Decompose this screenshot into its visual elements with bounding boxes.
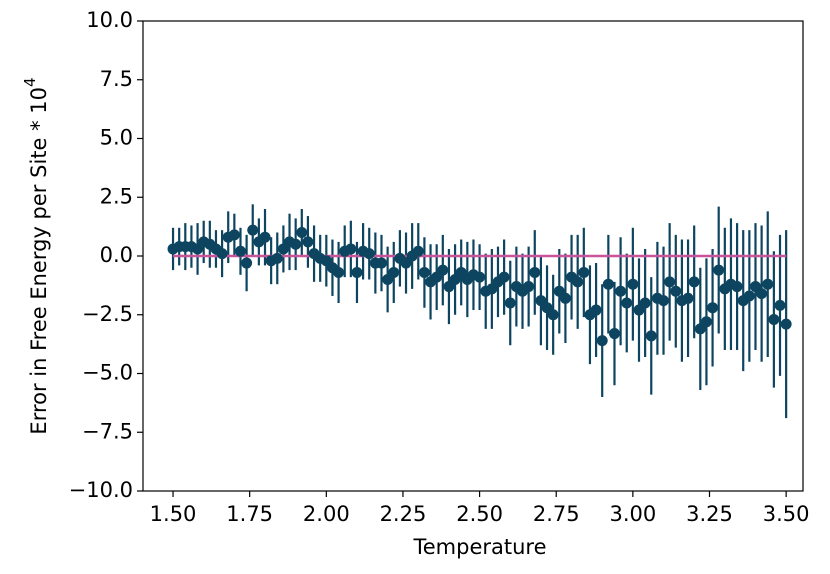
data-point <box>780 318 792 330</box>
data-point <box>296 227 308 238</box>
data-point <box>596 335 608 347</box>
data-point <box>602 278 614 290</box>
y-axis-label-main: Error in Free Energy per Site * 10 <box>27 87 51 435</box>
x-tick-label: 1.50 <box>150 502 197 526</box>
data-point <box>572 276 584 288</box>
data-point <box>259 231 271 243</box>
data-point <box>700 316 712 328</box>
x-tick-label: 2.75 <box>533 502 580 526</box>
y-tick-label: 10.0 <box>86 8 133 32</box>
data-point <box>615 285 627 297</box>
data-point <box>670 285 682 297</box>
data-point <box>474 271 486 283</box>
x-tick-label: 2.25 <box>380 502 427 526</box>
y-tick-label: −5.0 <box>82 361 133 385</box>
data-point <box>351 266 363 278</box>
data-point <box>547 309 559 321</box>
y-tick-label: 2.5 <box>100 184 133 208</box>
data-point <box>768 313 780 325</box>
data-point <box>578 266 590 278</box>
data-point <box>756 288 768 300</box>
data-point <box>216 248 228 260</box>
y-tick-label: 7.5 <box>100 67 133 91</box>
data-point <box>412 245 424 257</box>
data-point <box>247 224 259 236</box>
data-point <box>664 276 676 288</box>
data-point <box>559 292 571 304</box>
data-point <box>529 266 541 278</box>
data-point <box>682 292 694 304</box>
y-tick-label: 5.0 <box>100 126 133 150</box>
data-point <box>590 304 602 316</box>
data-point <box>345 243 357 255</box>
y-axis-label-sup: 4 <box>21 77 39 87</box>
x-tick-label: 3.25 <box>686 502 733 526</box>
data-point <box>302 236 314 248</box>
data-point <box>271 252 283 264</box>
data-point <box>498 271 510 283</box>
data-point <box>241 257 253 269</box>
data-point <box>743 290 755 302</box>
data-point <box>658 295 670 307</box>
data-point <box>234 245 246 257</box>
data-point <box>608 328 620 340</box>
data-point <box>621 297 633 309</box>
data-point <box>645 330 657 342</box>
data-point <box>418 266 430 278</box>
data-point <box>363 248 375 260</box>
x-axis-label: Temperature <box>412 535 546 559</box>
data-point <box>290 238 302 250</box>
data-point <box>774 299 786 311</box>
data-point <box>504 297 516 309</box>
x-tick-label: 1.75 <box>226 502 273 526</box>
y-tick-label: 0.0 <box>100 243 133 267</box>
data-point <box>333 266 345 278</box>
data-point <box>688 276 700 288</box>
data-point <box>375 257 387 269</box>
data-point <box>762 278 774 290</box>
data-point <box>713 264 725 276</box>
y-tick-label: −10.0 <box>69 478 133 502</box>
data-point <box>639 297 651 309</box>
data-point <box>388 266 400 278</box>
y-axis-label: Error in Free Energy per Site * 104 <box>21 77 52 434</box>
x-tick-label: 3.00 <box>609 502 656 526</box>
data-point <box>437 264 449 276</box>
data-point <box>731 281 743 293</box>
y-tick-label: −2.5 <box>82 302 133 326</box>
x-tick-label: 2.00 <box>303 502 350 526</box>
data-point <box>627 278 639 290</box>
data-point <box>707 302 719 314</box>
data-point <box>523 281 535 293</box>
data-point <box>228 229 240 241</box>
y-tick-label: −7.5 <box>82 419 133 443</box>
x-tick-label: 2.50 <box>456 502 503 526</box>
x-tick-label: 3.50 <box>763 502 810 526</box>
